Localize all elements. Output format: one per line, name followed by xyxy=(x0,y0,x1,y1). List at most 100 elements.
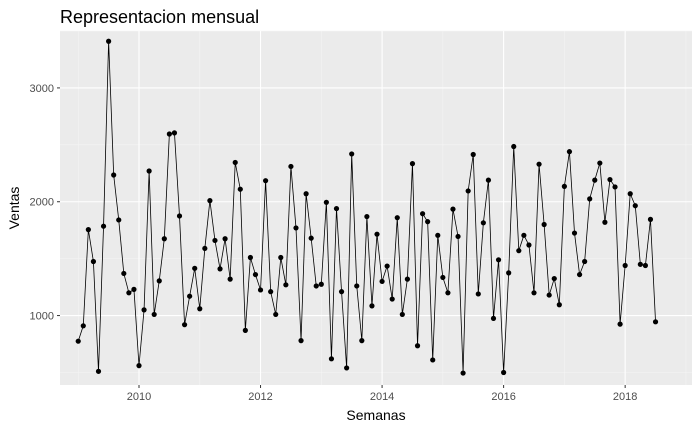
data-point xyxy=(106,38,112,44)
data-point xyxy=(511,143,517,150)
data-point xyxy=(80,323,86,329)
y-axis-title: Ventas xyxy=(6,187,22,230)
data-point xyxy=(597,160,603,166)
data-point xyxy=(516,248,522,254)
data-point xyxy=(475,291,481,297)
data-point xyxy=(419,211,426,217)
data-point xyxy=(217,266,223,272)
data-point xyxy=(425,219,431,225)
data-point xyxy=(556,302,562,308)
data-point xyxy=(521,232,527,238)
data-point xyxy=(202,245,208,252)
data-point xyxy=(394,215,400,221)
data-point xyxy=(227,276,233,282)
data-point xyxy=(435,232,441,238)
data-point xyxy=(374,231,380,237)
data-point xyxy=(85,227,91,233)
data-point xyxy=(551,275,557,282)
data-point xyxy=(298,338,304,344)
data-point xyxy=(536,161,542,167)
data-point xyxy=(531,290,537,296)
data-point xyxy=(121,270,127,277)
data-point xyxy=(161,236,167,242)
data-point xyxy=(166,131,172,137)
data-point xyxy=(197,306,203,312)
data-point xyxy=(607,176,613,183)
data-point xyxy=(470,151,476,158)
data-point xyxy=(369,303,375,309)
data-point xyxy=(495,257,502,263)
data-point xyxy=(100,223,107,229)
data-point xyxy=(257,287,264,293)
data-point xyxy=(582,258,588,265)
data-point xyxy=(627,191,633,197)
data-point xyxy=(612,184,618,190)
data-point xyxy=(303,191,309,197)
data-point xyxy=(156,278,162,284)
data-point xyxy=(460,370,466,376)
data-point xyxy=(541,221,547,228)
data-point xyxy=(308,235,314,241)
data-point xyxy=(364,213,370,220)
data-point xyxy=(501,369,507,376)
x-axis-title: Semanas xyxy=(346,407,405,423)
data-point xyxy=(506,270,512,276)
data-point xyxy=(384,263,390,269)
data-point xyxy=(181,322,188,328)
minor-gridlines xyxy=(60,30,692,385)
data-point xyxy=(344,365,350,371)
data-point xyxy=(131,286,137,292)
data-point xyxy=(146,168,152,174)
x-tick-label: 2012 xyxy=(248,391,272,403)
y-tick-label: 2000 xyxy=(30,197,54,209)
data-point xyxy=(111,172,117,178)
data-point xyxy=(592,177,598,183)
data-point xyxy=(252,271,259,278)
data-point xyxy=(273,311,279,318)
data-point xyxy=(389,296,395,302)
data-point xyxy=(642,262,649,269)
data-point xyxy=(207,198,213,204)
y-tick-label: 1000 xyxy=(30,311,54,323)
data-point xyxy=(247,254,254,261)
data-point xyxy=(293,225,299,231)
data-point xyxy=(359,338,365,344)
data-point xyxy=(480,220,486,226)
data-point xyxy=(187,293,193,299)
data-point xyxy=(440,274,446,281)
data-point xyxy=(151,311,157,318)
data-point xyxy=(313,283,319,289)
data-point xyxy=(75,338,81,344)
y-tick-label: 3000 xyxy=(30,83,54,95)
data-point xyxy=(318,281,324,287)
data-point xyxy=(136,363,142,369)
data-point xyxy=(546,292,552,298)
data-point xyxy=(379,278,385,285)
data-point xyxy=(566,149,573,155)
data-point xyxy=(333,205,340,212)
data-point xyxy=(349,151,355,157)
data-point xyxy=(632,203,638,209)
data-point xyxy=(526,242,532,248)
data-point xyxy=(409,161,416,167)
x-axis: 2010 2012 2014 2016 2018 xyxy=(127,385,637,403)
chart-title: Representacion mensual xyxy=(60,7,259,27)
data-point xyxy=(587,196,593,202)
data-point xyxy=(232,159,238,166)
data-point xyxy=(90,258,97,265)
data-point xyxy=(571,230,578,236)
x-tick-label: 2010 xyxy=(127,391,151,403)
data-point xyxy=(602,219,608,225)
data-point xyxy=(171,130,178,136)
data-point xyxy=(126,290,132,296)
data-point xyxy=(338,289,345,295)
data-point xyxy=(576,271,583,278)
y-axis: 1000 2000 3000 xyxy=(30,83,60,323)
plot-panel xyxy=(60,31,692,385)
data-point xyxy=(455,233,461,240)
x-tick-label: 2016 xyxy=(491,391,515,403)
x-tick-label: 2014 xyxy=(370,391,394,403)
data-point xyxy=(141,307,147,313)
